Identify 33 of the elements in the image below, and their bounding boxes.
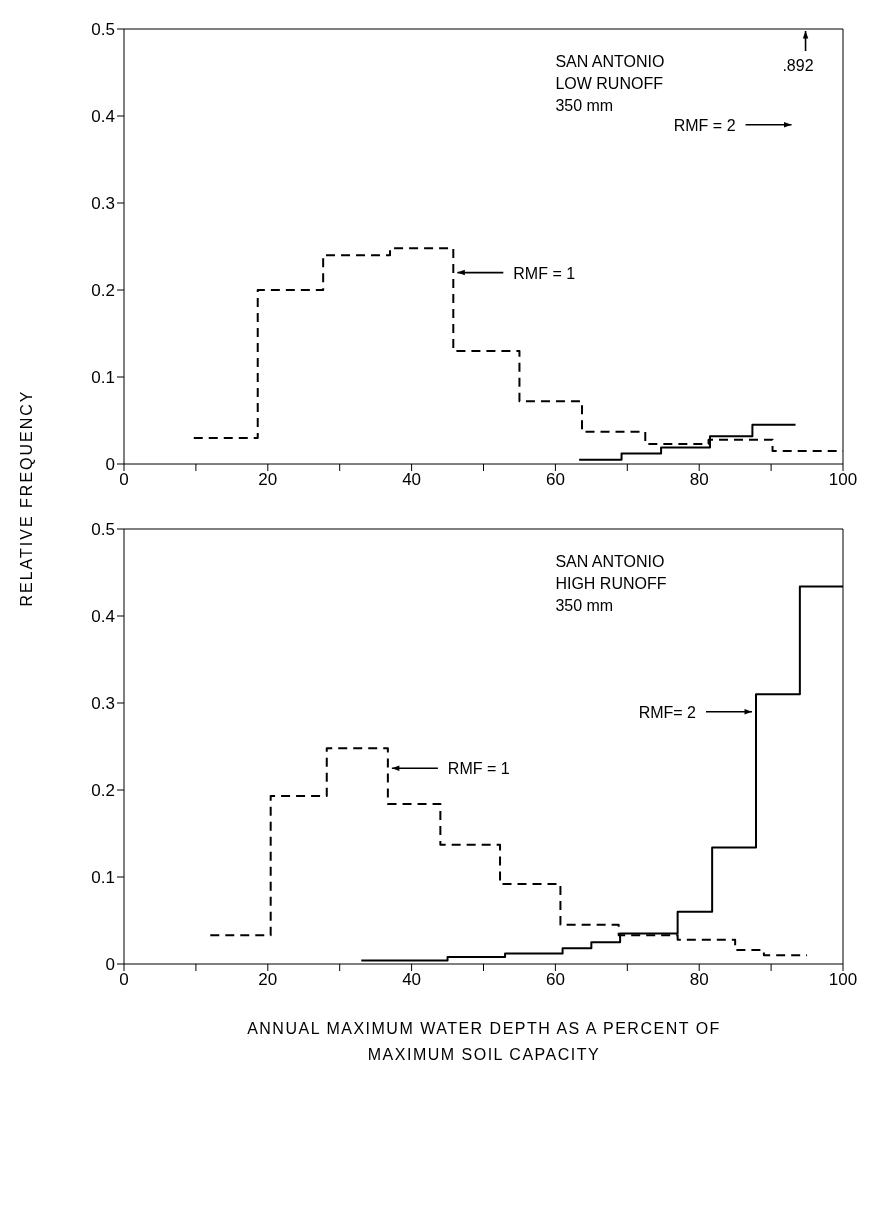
y-tick-label: 0.3: [91, 194, 115, 214]
y-tick-label: 0.5: [91, 20, 115, 40]
x-axis-title: ANNUAL MAXIMUM WATER DEPTH AS A PERCENT OF MAXIMUM SOIL CAPACITY: [246, 1019, 722, 1065]
text: SAN ANTONIO LOW RUNOFF 350 mm: [555, 53, 665, 114]
y-tick-label: 0.3: [91, 694, 115, 714]
x-tick-label: 40: [402, 470, 422, 490]
annotation: RMF= 2: [638, 703, 697, 721]
y-tick-label: 0.5: [91, 520, 115, 540]
x-tick-label: 100: [828, 470, 858, 490]
x-tick-label: 20: [258, 970, 278, 990]
x-tick-label: 40: [402, 970, 422, 990]
x-tick-label: 20: [258, 470, 278, 490]
y-tick-label: 0: [105, 455, 115, 475]
y-tick-label: 0.4: [91, 607, 115, 627]
x-tick-label: 80: [689, 970, 709, 990]
x-tick-label: 80: [689, 470, 709, 490]
y-tick-label: 0.1: [91, 868, 115, 888]
x-tick-label: 0: [119, 470, 129, 490]
annotation: RMF = 2: [673, 116, 736, 134]
y-tick-label: 0.2: [91, 781, 115, 801]
annotation: RMF = 1: [447, 760, 510, 778]
text: SAN ANTONIO HIGH RUNOFF 350 mm: [555, 553, 667, 614]
y-tick-label: 0.1: [91, 368, 115, 388]
y-tick-label: 0: [105, 955, 115, 975]
y-tick-label: 0.2: [91, 281, 115, 301]
x-tick-label: 60: [545, 470, 565, 490]
y-axis-title: RELATIVE FREQUENCY: [18, 389, 36, 607]
y-tick-label: 0.4: [91, 107, 115, 127]
x-tick-label: 0: [119, 970, 129, 990]
annotation: RMF = 1: [513, 264, 576, 282]
x-tick-label: 60: [545, 970, 565, 990]
x-tick-label: 100: [828, 970, 858, 990]
annotation: .892: [782, 57, 814, 74]
